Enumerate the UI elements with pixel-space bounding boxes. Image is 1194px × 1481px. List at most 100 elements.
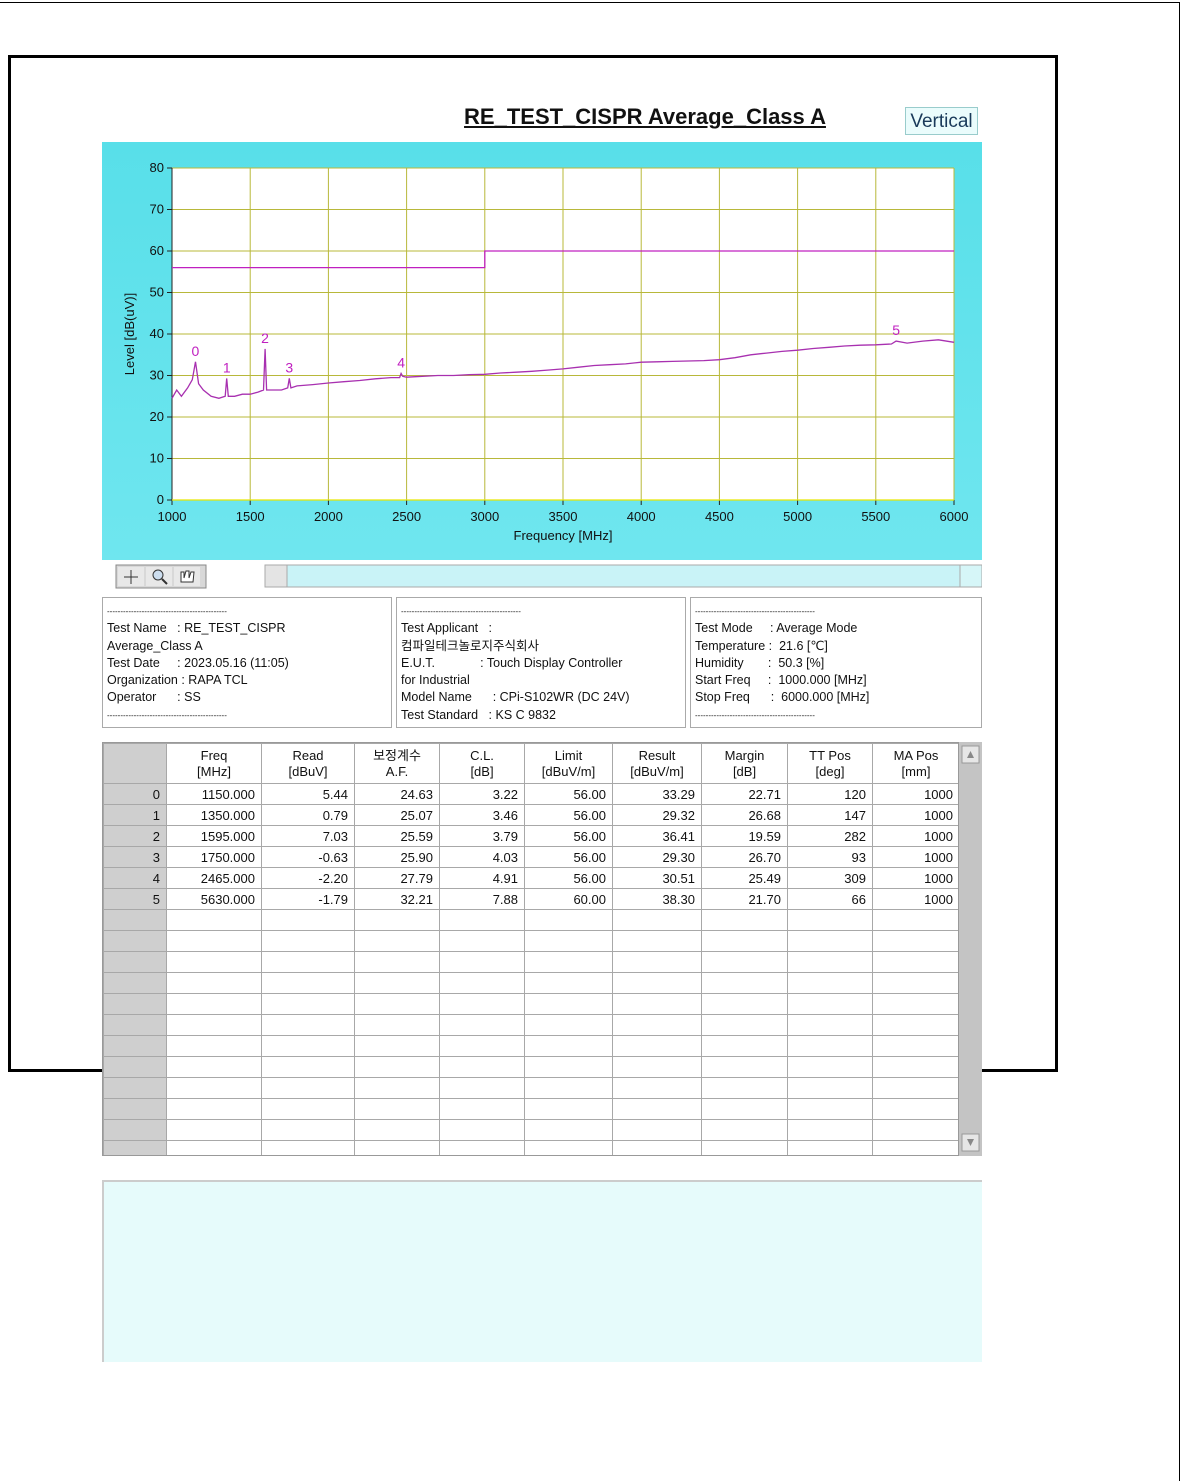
empty-cell [261,930,355,952]
y-tick-label: 50 [150,285,164,300]
y-tick-label: 60 [150,243,164,258]
empty-cell [354,1119,440,1141]
empty-cell [701,1056,788,1078]
scroll-right[interactable] [959,564,982,588]
x-tick-label: 3500 [549,509,578,524]
data-cell: 25.07 [354,804,440,826]
y-tick-label: 80 [150,160,164,175]
header-cell: Margin [dB] [701,743,788,784]
data-cell: 1595.000 [166,825,262,847]
empty-cell [872,909,960,931]
empty-cell [166,930,262,952]
table: Freq [MHz] Read [dBuV] 보정계수 A.F. C.L. [dB] Limit… [103,743,960,1155]
row-index: 2 [103,825,167,847]
header-cell: TT Pos [deg] [787,743,873,784]
graph-toolbar [102,562,982,590]
cursor-tool[interactable] [118,567,144,586]
v-scrollbar[interactable] [958,742,982,1156]
peak-marker: 0 [192,343,200,359]
empty-cell [354,993,440,1015]
empty-cell [166,1119,262,1141]
header-cell: C.L. [dB] [439,743,525,784]
empty-cell [166,1098,262,1120]
empty-cell [524,1014,613,1036]
data-cell: 60.00 [524,888,613,910]
empty-cell [354,1056,440,1078]
peak-marker: 2 [261,330,269,346]
row-index: 3 [103,846,167,868]
data-cell: 56.00 [524,804,613,826]
empty-cell [701,930,788,952]
empty-cell [612,1098,702,1120]
empty-cell [261,951,355,973]
header-cell: 보정계수 A.F. [354,743,440,784]
data-cell: 3.22 [439,783,525,805]
icon [152,569,164,581]
header-text: Limit [554,747,583,763]
empty-cell [103,972,167,994]
empty-cell [261,1035,355,1057]
eut-info: ----------------------------------------… [396,597,686,728]
empty-row [103,930,960,952]
header-row: Freq [MHz] Read [dBuV] 보정계수 A.F. C.L. [dB] Limit… [103,743,960,784]
h-scrollbar[interactable] [264,564,982,588]
scroll-left[interactable] [264,564,288,588]
empty-cell [524,1056,613,1078]
x-axis-label: Frequency [MHz] [514,528,613,543]
info-line: Test Mode : Average Mode [695,621,858,636]
empty-cell [872,930,960,952]
y-tick-label: 20 [150,409,164,424]
empty-cell [524,1098,613,1120]
header-text: A.F. [385,763,409,779]
empty-cell [787,951,873,973]
result-table: Freq [MHz] Read [dBuV] 보정계수 A.F. C.L. [dB] Limit… [102,742,982,1156]
zoom-tool[interactable] [146,567,172,586]
empty-cell [787,909,873,931]
empty-cell [354,1140,440,1155]
empty-cell [524,1077,613,1099]
x-tick-label: 3000 [470,509,499,524]
empty-cell [166,1014,262,1036]
data-cell: 4.03 [439,846,525,868]
empty-cell [166,1056,262,1078]
empty-row [103,909,960,931]
header-text: Result [638,747,676,763]
empty-cell [524,951,613,973]
header-text: [dB] [470,763,494,779]
peak-marker: 1 [223,359,231,375]
header-text: C.L. [470,747,494,763]
x-tick-label: 5000 [783,509,812,524]
header-text: [MHz] [197,763,231,779]
pan-tool[interactable] [174,567,200,586]
empty-cell [612,1140,702,1155]
data-cell: 1000 [872,888,960,910]
y-tick-label: 30 [150,368,164,383]
icon [180,570,195,583]
x-tick-label: 6000 [940,509,969,524]
empty-cell [701,1014,788,1036]
info-line: ----------------------------------------… [695,710,815,720]
empty-cell [701,1140,788,1155]
empty-cell [354,951,440,973]
empty-cell [103,1056,167,1078]
empty-cell [524,909,613,931]
empty-cell [439,972,525,994]
empty-cell [612,993,702,1015]
empty-cell [787,1098,873,1120]
header-text: [mm] [901,763,931,779]
y-tick-label: 40 [150,326,164,341]
empty-cell [166,1140,262,1155]
empty-cell [701,972,788,994]
data-cell: 29.30 [612,846,702,868]
empty-cell [701,909,788,931]
data-cell: 26.68 [701,804,788,826]
empty-cell [439,909,525,931]
y-tick-label: 70 [150,202,164,217]
info-line: for Industrial [401,673,470,688]
icon [967,1139,974,1146]
header-cell: MA Pos [mm] [872,743,960,784]
empty-cell [103,909,167,931]
empty-cell [439,1119,525,1141]
data-cell: 25.90 [354,846,440,868]
